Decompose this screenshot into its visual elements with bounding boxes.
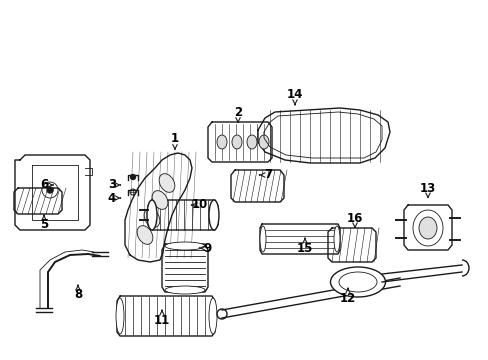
Text: 6: 6 (40, 179, 48, 192)
Ellipse shape (231, 135, 242, 149)
Polygon shape (148, 200, 218, 230)
Polygon shape (403, 205, 451, 250)
Ellipse shape (412, 210, 442, 246)
Ellipse shape (147, 200, 157, 230)
Polygon shape (32, 165, 78, 220)
Ellipse shape (208, 298, 217, 334)
Ellipse shape (246, 135, 257, 149)
Ellipse shape (116, 298, 124, 334)
Text: 13: 13 (419, 181, 435, 194)
Ellipse shape (330, 267, 385, 297)
Polygon shape (260, 224, 339, 254)
Ellipse shape (260, 226, 265, 252)
Text: 12: 12 (339, 292, 355, 305)
Polygon shape (162, 244, 207, 292)
Polygon shape (117, 296, 215, 336)
Polygon shape (258, 108, 389, 163)
Text: 16: 16 (346, 211, 363, 225)
Circle shape (130, 175, 135, 180)
Ellipse shape (159, 174, 175, 192)
Ellipse shape (333, 226, 339, 252)
Text: 9: 9 (203, 242, 212, 255)
Polygon shape (207, 122, 271, 162)
Ellipse shape (144, 209, 160, 228)
Ellipse shape (152, 191, 167, 210)
Polygon shape (230, 170, 284, 202)
Text: 7: 7 (264, 168, 271, 181)
Ellipse shape (164, 286, 204, 294)
Polygon shape (15, 155, 90, 230)
Ellipse shape (217, 135, 226, 149)
Text: 14: 14 (286, 89, 303, 102)
Ellipse shape (208, 200, 219, 230)
Text: 5: 5 (40, 219, 48, 231)
Text: 1: 1 (171, 131, 179, 144)
Text: 10: 10 (191, 198, 208, 211)
Text: 4: 4 (108, 192, 116, 204)
Text: 3: 3 (108, 179, 116, 192)
Text: 11: 11 (154, 314, 170, 327)
Text: 2: 2 (233, 105, 242, 118)
Polygon shape (125, 153, 192, 262)
Polygon shape (14, 188, 62, 214)
Ellipse shape (164, 242, 204, 250)
Text: 15: 15 (296, 242, 312, 255)
Ellipse shape (259, 135, 268, 149)
Ellipse shape (137, 226, 153, 244)
Circle shape (47, 187, 53, 193)
Ellipse shape (338, 272, 376, 292)
Text: 8: 8 (74, 288, 82, 302)
Polygon shape (327, 228, 375, 262)
Ellipse shape (418, 217, 436, 239)
